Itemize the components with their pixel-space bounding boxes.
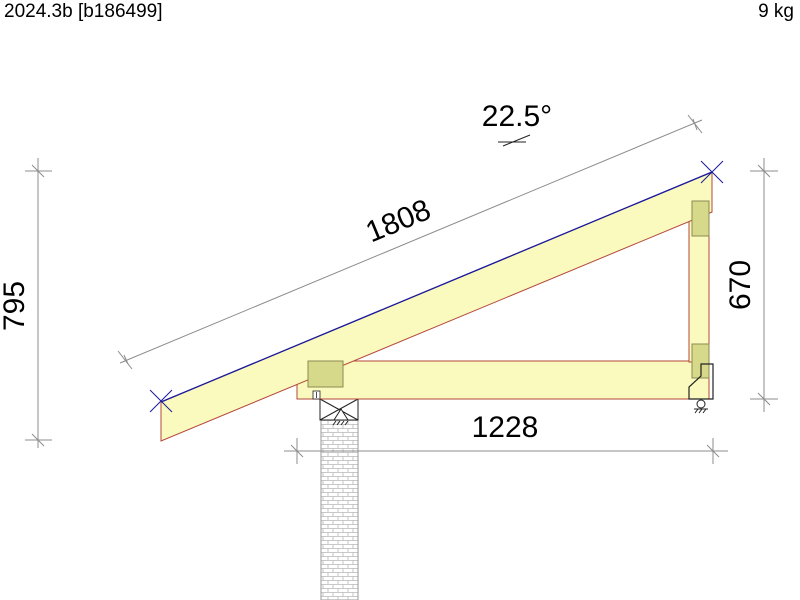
rafter-length-label: 1808 — [361, 193, 435, 249]
connector-plate-bottom — [691, 343, 710, 379]
rafter-end-mark-right — [700, 160, 724, 184]
rafter — [160, 171, 713, 442]
right-bracket — [688, 363, 714, 400]
post-height-label: 670 — [724, 260, 757, 310]
pitch-indicator: 22.5° — [482, 100, 552, 147]
dimension-overall-height: 795 — [0, 158, 52, 448]
connector-plate-heel — [307, 360, 344, 388]
connector-plate-top — [691, 200, 710, 237]
pitch-label: 22.5° — [482, 100, 552, 133]
masonry-wall — [320, 419, 359, 600]
heel-fastener — [312, 390, 321, 400]
left-support-icon — [332, 408, 349, 426]
dimension-post-height: 670 — [724, 158, 778, 412]
version-label: 2024.3b [b186499] — [4, 1, 163, 22]
right-support-icon — [694, 399, 708, 414]
span-label: 1228 — [472, 411, 539, 444]
mass-label: 9 kg — [758, 1, 794, 22]
rafter-end-mark-left — [149, 389, 173, 413]
bottom-chord — [296, 360, 710, 400]
dimension-span: 1228 — [284, 411, 728, 464]
overall-height-label: 795 — [0, 281, 31, 331]
